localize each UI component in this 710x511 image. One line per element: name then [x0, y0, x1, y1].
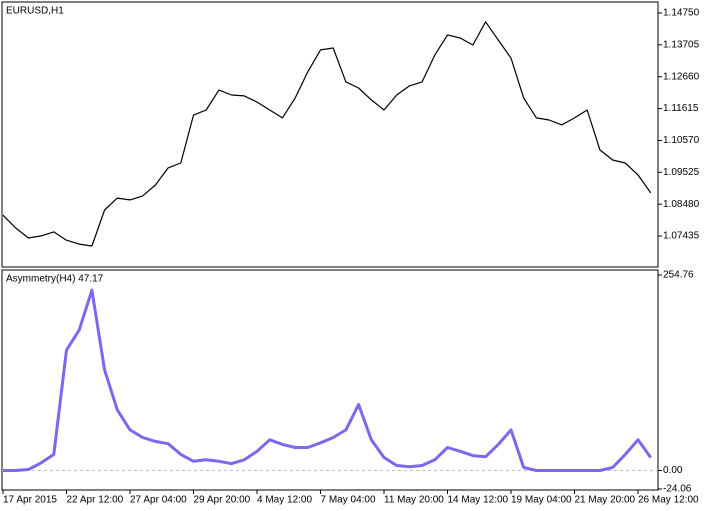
x-tick-label: 4 May 12:00 — [257, 495, 312, 506]
y-tick-label: 1.13705 — [663, 39, 700, 50]
panel-frame — [1, 1, 659, 268]
y-tick-label: 1.09525 — [663, 167, 700, 178]
x-tick-label: 22 Apr 12:00 — [67, 495, 124, 506]
x-tick-label: 17 Apr 2015 — [3, 495, 57, 506]
series-line — [3, 288, 652, 472]
x-tick-label: 29 Apr 20:00 — [194, 495, 251, 506]
y-tick-label: 0.00 — [663, 465, 683, 476]
y-tick-label: 1.07435 — [663, 231, 700, 242]
x-tick-label: 21 May 20:00 — [575, 495, 636, 506]
panel-title: EURUSD,H1 — [6, 6, 64, 17]
x-tick-label: 14 May 12:00 — [448, 495, 509, 506]
panel-frame — [1, 269, 659, 491]
y-tick-label: 1.10570 — [663, 135, 700, 146]
x-tick-label: 11 May 20:00 — [384, 495, 444, 506]
y-tick-label: 254.76 — [663, 270, 694, 281]
x-tick-label: 7 May 04:00 — [321, 495, 376, 506]
x-tick-label: 19 May 04:00 — [511, 495, 572, 506]
y-tick-label: 1.14750 — [663, 8, 700, 19]
panel-title: Asymmetry(H4) 47.17 — [6, 274, 104, 285]
x-tick-label: 27 Apr 04:00 — [130, 495, 187, 506]
y-tick-label: -24.06 — [663, 484, 692, 495]
y-tick-label: 1.08480 — [663, 199, 700, 210]
series-line — [2, 21, 652, 247]
y-tick-label: 1.11615 — [663, 103, 699, 114]
x-tick-label: 26 May 12:00 — [638, 495, 699, 506]
y-tick-label: 1.12660 — [663, 71, 700, 82]
